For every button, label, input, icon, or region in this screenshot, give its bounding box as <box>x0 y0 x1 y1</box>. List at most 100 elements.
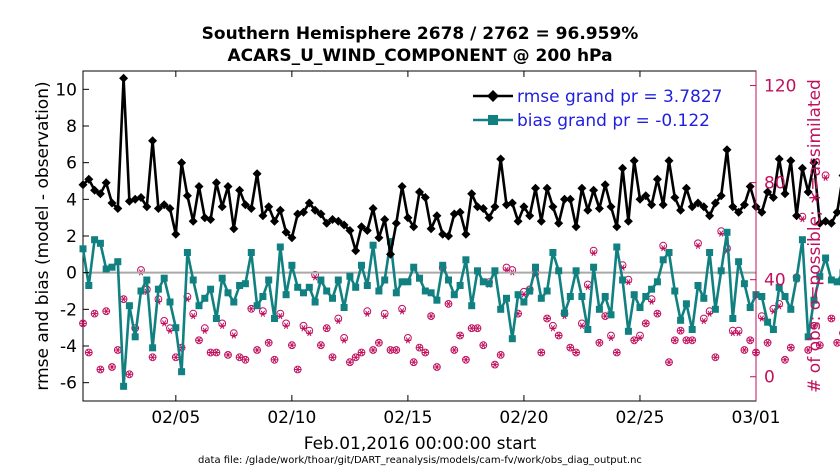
bias-point <box>619 276 627 284</box>
bias-point <box>479 278 487 286</box>
asterisk-stroke <box>446 300 451 308</box>
bias-point <box>311 298 319 306</box>
rmse-point <box>95 189 105 199</box>
rmse-point <box>623 216 633 226</box>
rmse-point <box>299 207 308 217</box>
bias-point <box>427 289 435 297</box>
asterisk-stroke <box>423 349 428 356</box>
obs-assimilated-point <box>97 366 104 373</box>
rmse-point <box>362 226 372 235</box>
asterisk-stroke <box>811 322 817 329</box>
asterisk-stroke <box>353 354 358 361</box>
asterisk-stroke <box>225 351 231 359</box>
asterisk-stroke <box>115 346 120 354</box>
rmse-point <box>664 156 674 166</box>
bias-point <box>218 274 226 282</box>
rmse-point <box>629 156 639 166</box>
bias-point <box>688 326 696 333</box>
axes-layer: -6 -4 -2 0 2 4 6 8 10 0 40 80 120 02/05 02/10 02/15 02/2… <box>55 71 796 428</box>
rmse-point <box>786 156 796 166</box>
asterisk-stroke <box>777 303 782 310</box>
rmse-point <box>780 189 790 199</box>
y-axis-right-label: # of obs: o=possible; ∗=assimilated <box>805 79 825 393</box>
asterisk-stroke <box>249 305 254 312</box>
obs-assimilated-point <box>445 300 452 308</box>
rmse-point <box>693 198 703 208</box>
bias-point <box>410 263 418 271</box>
asterisk-stroke <box>243 356 248 363</box>
asterisk-stroke <box>220 322 225 329</box>
plot-frame <box>82 70 757 402</box>
bias-point <box>474 267 481 275</box>
asterisk-stroke <box>713 354 718 361</box>
obs-assimilated-point <box>79 320 87 327</box>
obs-assimilated-point <box>230 332 238 339</box>
asterisk-stroke <box>121 295 126 303</box>
obs-assimilated-point <box>381 312 389 320</box>
rmse-point <box>722 145 732 155</box>
bias-point <box>526 287 534 295</box>
obs-assimilated-point <box>665 358 673 366</box>
legend: rmse grand pr = 3.7827 bias grand pr = -… <box>473 87 722 131</box>
asterisk-stroke <box>167 327 173 334</box>
y-left-tick-label: 0 <box>66 264 77 284</box>
rmse-point <box>612 222 622 232</box>
bias-point <box>572 267 580 275</box>
obs-assimilated-point <box>700 317 708 325</box>
asterisk-stroke <box>544 315 550 322</box>
obs-assimilated-point <box>375 339 383 346</box>
bias-point <box>532 263 539 271</box>
obs-assimilated-point <box>218 322 226 329</box>
obs-assimilated-point <box>369 346 377 354</box>
bias-point <box>387 238 394 245</box>
obs-assimilated-point <box>572 349 580 356</box>
bias-point <box>346 272 354 280</box>
asterisk-stroke <box>730 329 735 337</box>
obs-assimilated-point <box>404 337 412 344</box>
bias-point <box>584 326 592 333</box>
obs-assimilated-point <box>642 320 650 327</box>
y-left-tick-label: -6 <box>60 374 77 394</box>
y-right-tick-label: 80 <box>764 174 786 194</box>
rmse-point <box>507 198 517 208</box>
obs-assimilated-point <box>659 244 667 252</box>
obs-assimilated-point <box>224 351 232 359</box>
asterisk-stroke <box>359 349 364 356</box>
obs-assimilated-point <box>149 354 156 361</box>
rmse-point <box>206 215 216 224</box>
asterisk-stroke <box>150 354 155 361</box>
rmse-point <box>826 218 836 228</box>
bias-point <box>758 293 766 300</box>
asterisk-stroke <box>98 366 103 373</box>
obs-assimilated-point <box>590 249 597 257</box>
rmse-point <box>281 227 291 237</box>
bias-point <box>804 333 812 341</box>
rmse-point <box>467 189 477 199</box>
asterisk-stroke <box>521 291 527 298</box>
bias-point <box>114 258 122 266</box>
rmse-point <box>641 191 651 201</box>
asterisk-stroke <box>428 312 434 320</box>
asterisk-stroke <box>452 346 457 354</box>
obs-assimilated-point <box>758 315 766 322</box>
bias-point <box>827 276 835 284</box>
bias-point <box>445 276 452 284</box>
bias-point <box>358 261 365 269</box>
obs-assimilated-point <box>160 320 168 327</box>
obs-assimilated-point <box>265 339 273 346</box>
obs-assimilated-point <box>735 329 742 337</box>
obs-assimilated-point <box>607 334 615 342</box>
x-tick-label: 02/05 <box>151 408 200 428</box>
rmse-point <box>739 200 749 210</box>
obs-assimilated-point <box>253 346 261 354</box>
rmse-point <box>275 205 285 215</box>
rmse-point <box>119 73 129 83</box>
bias-point <box>769 326 777 333</box>
rmse-point <box>368 204 378 213</box>
rmse-point <box>548 202 558 212</box>
x-tick-label: 02/10 <box>267 408 316 428</box>
rmse-point <box>101 178 111 188</box>
bias-point <box>207 285 215 293</box>
asterisk-stroke <box>191 312 196 320</box>
asterisk-stroke <box>498 351 503 359</box>
